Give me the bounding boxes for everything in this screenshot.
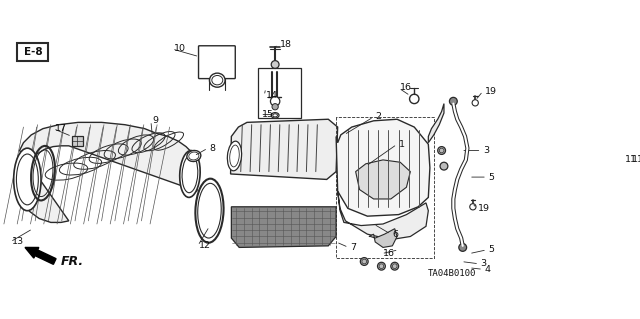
Ellipse shape xyxy=(187,151,201,161)
Circle shape xyxy=(271,97,280,106)
Polygon shape xyxy=(338,191,428,240)
Text: 1: 1 xyxy=(399,140,404,149)
Polygon shape xyxy=(230,119,338,179)
Text: 5: 5 xyxy=(488,173,495,182)
Circle shape xyxy=(272,104,278,110)
Circle shape xyxy=(440,162,448,170)
Text: 11: 11 xyxy=(632,155,640,164)
Circle shape xyxy=(410,94,419,104)
Text: 18: 18 xyxy=(280,40,292,49)
Text: 2: 2 xyxy=(375,112,381,122)
Text: 19: 19 xyxy=(478,204,490,213)
Circle shape xyxy=(449,97,457,105)
Circle shape xyxy=(391,262,399,270)
Bar xyxy=(258,68,301,118)
Circle shape xyxy=(378,262,385,270)
Polygon shape xyxy=(336,119,430,216)
Text: 16: 16 xyxy=(383,249,395,258)
Ellipse shape xyxy=(13,148,41,211)
Polygon shape xyxy=(428,104,444,143)
Text: 5: 5 xyxy=(488,245,495,254)
Ellipse shape xyxy=(227,141,242,171)
Text: 16: 16 xyxy=(400,84,412,93)
Text: 13: 13 xyxy=(12,237,24,247)
Text: TA04B0100: TA04B0100 xyxy=(428,269,476,278)
Text: 17: 17 xyxy=(54,124,67,133)
Circle shape xyxy=(438,147,445,154)
Text: 8: 8 xyxy=(209,144,216,153)
Text: E-8: E-8 xyxy=(24,47,42,57)
Circle shape xyxy=(470,204,476,210)
Circle shape xyxy=(271,61,279,69)
Circle shape xyxy=(459,243,467,251)
Text: FR.: FR. xyxy=(61,255,84,268)
Ellipse shape xyxy=(209,73,225,87)
Polygon shape xyxy=(232,207,336,248)
FancyArrow shape xyxy=(25,248,56,264)
Text: 19: 19 xyxy=(484,86,497,96)
Text: 6: 6 xyxy=(392,230,398,239)
Polygon shape xyxy=(356,160,410,199)
Text: 7: 7 xyxy=(350,243,356,252)
Text: 14: 14 xyxy=(266,91,278,100)
Text: 3: 3 xyxy=(483,146,489,155)
Ellipse shape xyxy=(180,151,200,197)
FancyBboxPatch shape xyxy=(198,46,236,78)
Ellipse shape xyxy=(195,179,223,243)
Circle shape xyxy=(360,258,368,265)
Text: 10: 10 xyxy=(173,44,186,53)
Ellipse shape xyxy=(271,113,279,118)
Polygon shape xyxy=(369,229,397,248)
Polygon shape xyxy=(20,122,197,222)
FancyBboxPatch shape xyxy=(17,43,49,61)
Bar xyxy=(72,137,83,146)
Text: 12: 12 xyxy=(199,241,211,250)
Text: 3: 3 xyxy=(481,259,487,268)
Text: 4: 4 xyxy=(484,265,491,274)
Text: 11: 11 xyxy=(625,155,637,164)
Text: 9: 9 xyxy=(152,116,159,125)
Text: 15: 15 xyxy=(262,110,274,119)
Circle shape xyxy=(472,100,478,106)
